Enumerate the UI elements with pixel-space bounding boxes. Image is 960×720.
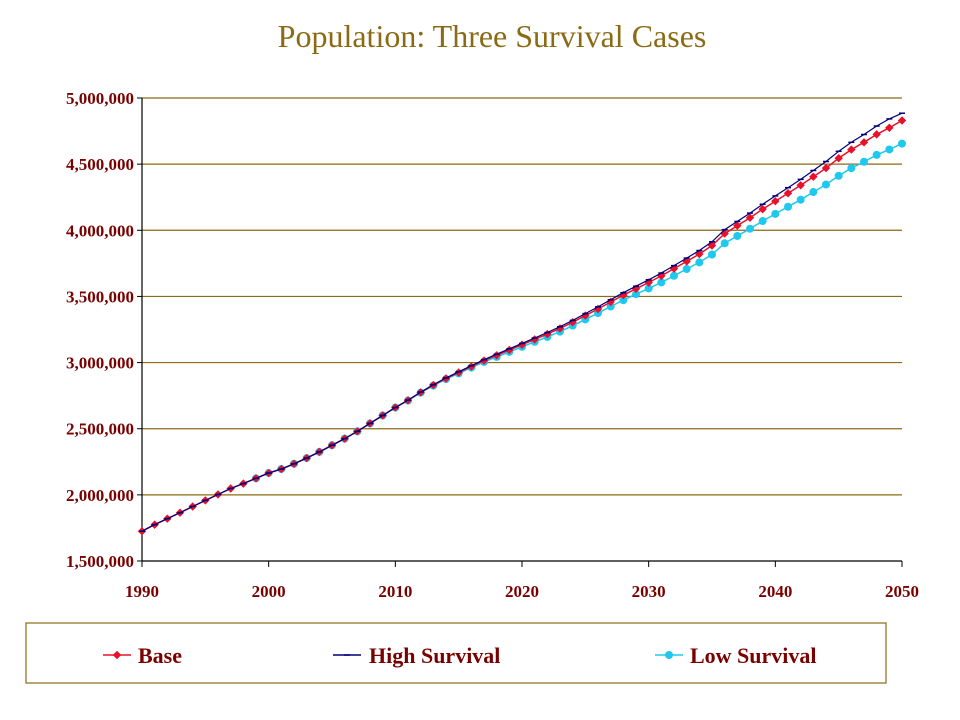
data-point <box>821 163 831 173</box>
data-point <box>745 213 755 222</box>
legend-label: Base <box>138 643 182 668</box>
x-tick-label: 2000 <box>252 582 286 601</box>
data-point <box>695 258 704 267</box>
data-point <box>619 296 628 305</box>
data-point <box>733 221 742 230</box>
data-point <box>682 257 691 266</box>
series-high-survival <box>139 112 905 532</box>
data-point <box>682 265 691 274</box>
data-point <box>809 188 818 197</box>
y-tick-label: 2,000,000 <box>66 486 134 505</box>
data-point <box>632 290 640 299</box>
grid-lines <box>142 97 902 496</box>
y-tick-label: 3,500,000 <box>66 287 134 306</box>
data-point <box>606 302 615 311</box>
data-point <box>771 196 780 206</box>
data-point <box>657 278 666 287</box>
y-tick-label: 2,500,000 <box>66 420 134 439</box>
data-point <box>644 284 653 293</box>
legend-marker <box>665 651 673 659</box>
series-group <box>137 112 907 536</box>
data-point <box>720 229 729 238</box>
y-tick-label: 5,000,000 <box>66 89 134 108</box>
data-point <box>670 271 678 280</box>
data-point <box>809 172 818 181</box>
data-point <box>746 224 754 233</box>
y-tick-label: 3,000,000 <box>66 354 134 373</box>
series-low-survival <box>252 139 906 483</box>
data-point <box>847 145 856 154</box>
data-point <box>733 231 742 240</box>
y-tick-label: 4,000,000 <box>66 221 134 240</box>
series-line <box>141 112 903 532</box>
x-tick-label: 2020 <box>505 582 539 601</box>
x-tick-label: 2050 <box>885 582 919 601</box>
x-tick-label: 2030 <box>632 582 666 601</box>
legend: Base High Survival Low Survival <box>25 622 887 684</box>
data-point <box>796 195 805 204</box>
data-point <box>859 138 869 147</box>
data-point <box>834 153 843 163</box>
data-point <box>796 181 805 190</box>
series-base <box>137 116 907 536</box>
legend-label: High Survival <box>369 643 500 668</box>
data-point <box>860 157 868 166</box>
data-point <box>872 130 881 139</box>
data-point <box>758 204 767 214</box>
data-point <box>771 209 780 218</box>
data-point <box>783 189 793 198</box>
data-point <box>898 139 906 148</box>
x-tick-label: 2040 <box>758 582 792 601</box>
axes: 1,500,000 2,000,000 2,500,000 3,000,000 3,50… <box>66 89 919 601</box>
y-tick-label: 1,500,000 <box>66 552 134 571</box>
data-point <box>847 164 856 173</box>
series-line <box>141 119 903 532</box>
legend-marker <box>112 650 122 660</box>
data-point <box>720 239 729 248</box>
data-point <box>822 180 830 189</box>
data-point <box>897 116 907 125</box>
data-point <box>708 250 716 259</box>
series-line <box>255 142 903 479</box>
x-tick-label: 1990 <box>125 582 159 601</box>
legend-label: Low Survival <box>690 643 817 668</box>
data-point <box>885 123 894 132</box>
data-point <box>758 217 767 226</box>
data-point <box>834 171 843 180</box>
legend-box <box>25 622 887 684</box>
data-point <box>872 150 881 159</box>
y-tick-label: 4,500,000 <box>66 155 134 174</box>
chart-title: Population: Three Survival Cases <box>277 18 707 54</box>
x-tick-label: 2010 <box>378 582 412 601</box>
data-point <box>784 202 792 211</box>
data-point <box>885 145 894 154</box>
